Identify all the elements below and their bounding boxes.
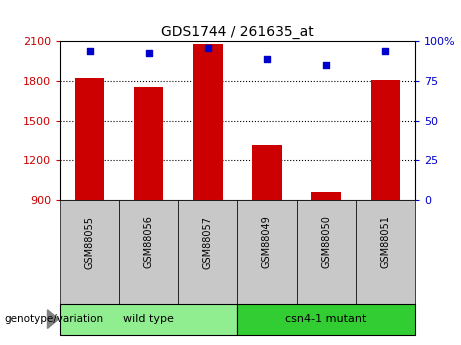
Text: wild type: wild type bbox=[123, 314, 174, 324]
Point bbox=[204, 45, 212, 50]
Bar bbox=[178, 200, 237, 304]
Bar bbox=[237, 200, 296, 304]
Bar bbox=[193, 44, 223, 200]
Text: genotype/variation: genotype/variation bbox=[5, 314, 104, 324]
Text: GSM88055: GSM88055 bbox=[84, 216, 95, 269]
Text: GSM88051: GSM88051 bbox=[380, 216, 390, 268]
Bar bbox=[296, 200, 356, 304]
Text: csn4-1 mutant: csn4-1 mutant bbox=[285, 314, 367, 324]
Bar bbox=[356, 200, 415, 304]
Point bbox=[145, 50, 152, 55]
Bar bbox=[371, 80, 400, 200]
Bar bbox=[252, 145, 282, 200]
Text: GSM88056: GSM88056 bbox=[144, 216, 154, 268]
Bar bbox=[119, 200, 178, 304]
Bar bbox=[75, 78, 104, 200]
Point bbox=[382, 48, 389, 54]
Bar bbox=[60, 200, 119, 304]
Text: GSM88049: GSM88049 bbox=[262, 216, 272, 268]
Polygon shape bbox=[47, 310, 59, 328]
Title: GDS1744 / 261635_at: GDS1744 / 261635_at bbox=[161, 25, 314, 39]
Bar bbox=[311, 192, 341, 200]
Point bbox=[322, 62, 330, 68]
Bar bbox=[60, 304, 237, 335]
Point bbox=[86, 48, 93, 54]
Text: GSM88057: GSM88057 bbox=[203, 216, 213, 269]
Bar bbox=[134, 87, 164, 200]
Point bbox=[263, 56, 271, 62]
Text: GSM88050: GSM88050 bbox=[321, 216, 331, 268]
Bar bbox=[237, 304, 415, 335]
